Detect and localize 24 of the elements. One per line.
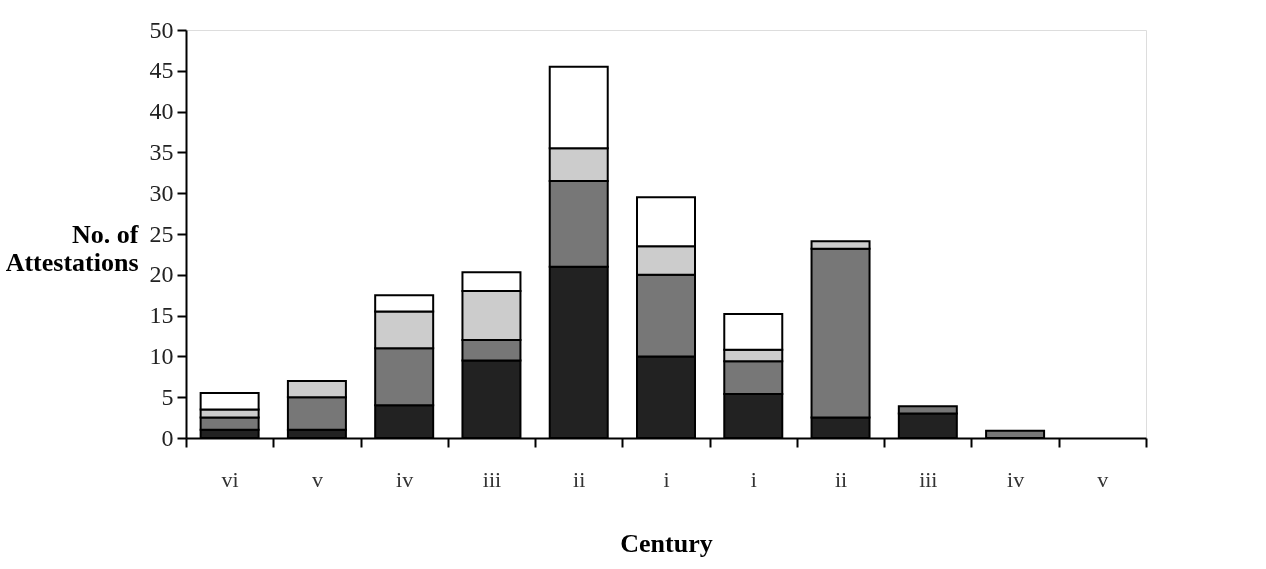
x-tick-label: vi: [221, 466, 239, 492]
x-tick-label: i: [750, 466, 757, 492]
y-tick-label: 10: [149, 342, 174, 369]
x-tick-label: iv: [1007, 466, 1025, 492]
y-tick-label: 15: [149, 302, 174, 329]
x-axis-title: Century: [620, 528, 713, 558]
y-tick-label: 35: [149, 138, 174, 165]
x-tick-label: ii: [834, 466, 848, 492]
x-tick-label: i: [663, 466, 670, 492]
y-axis-title: No. of Attestations: [5, 219, 139, 277]
y-tick-label: 40: [149, 98, 174, 125]
y-tick-label: 30: [149, 179, 174, 206]
x-tick-label: v: [311, 466, 323, 492]
x-tick-label: iv: [396, 466, 414, 492]
x-tick-label: iii: [919, 466, 938, 492]
y-tick-label: 5: [161, 383, 174, 410]
y-tick-label: 20: [149, 261, 174, 288]
y-tick-label: 50: [149, 16, 174, 43]
x-tick-label: v: [1097, 466, 1109, 492]
y-tick-label: 45: [149, 57, 174, 84]
x-tick-label: iii: [482, 466, 502, 492]
x-tick-label: ii: [573, 466, 586, 492]
y-tick-label: 25: [149, 220, 174, 247]
y-tick-label: 0: [161, 424, 174, 451]
